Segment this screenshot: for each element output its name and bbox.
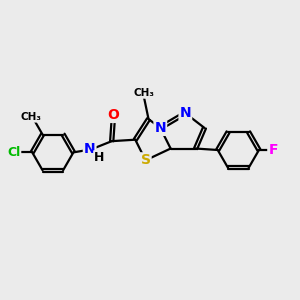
Text: N: N: [154, 121, 166, 135]
Text: O: O: [107, 108, 119, 122]
Text: Cl: Cl: [7, 146, 20, 159]
Text: F: F: [268, 143, 278, 157]
Text: S: S: [141, 153, 151, 167]
Text: N: N: [179, 106, 191, 120]
Text: H: H: [94, 151, 104, 164]
Text: CH₃: CH₃: [21, 112, 42, 122]
Text: CH₃: CH₃: [134, 88, 154, 98]
Text: N: N: [84, 142, 95, 156]
